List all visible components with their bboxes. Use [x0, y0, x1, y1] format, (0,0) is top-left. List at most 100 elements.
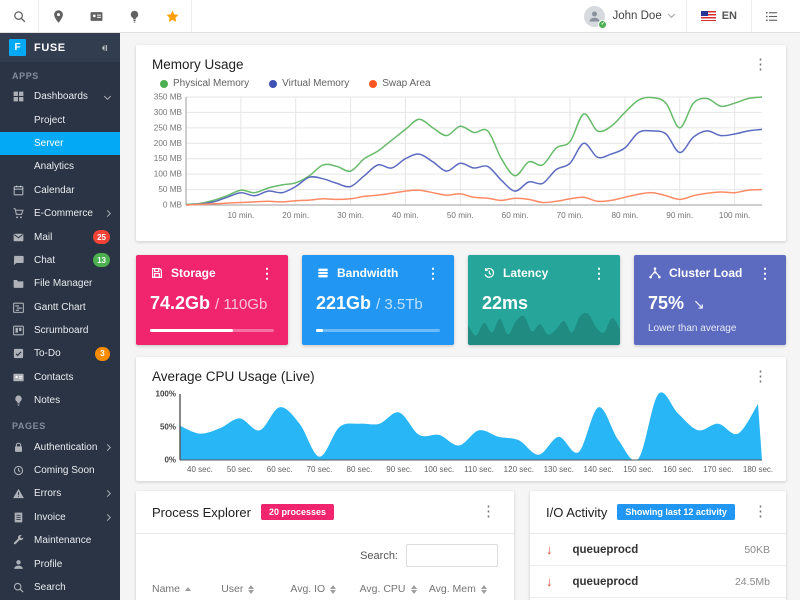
user-menu[interactable]: ✓ John Doe: [572, 0, 685, 32]
location-icon[interactable]: [39, 0, 77, 32]
legend-dot-icon: [369, 79, 378, 88]
more-menu-icon[interactable]: [479, 506, 498, 518]
sidebar-item-notes[interactable]: Notes: [0, 389, 120, 412]
sidebar-item-label: Authentication: [34, 441, 98, 453]
sidebar-item-e-commerce[interactable]: E-Commerce: [0, 202, 120, 225]
sidebar-item-label: Mail: [34, 231, 53, 243]
more-menu-icon[interactable]: [751, 371, 770, 383]
language-selector[interactable]: EN: [687, 0, 751, 32]
chevron-right-icon: [103, 490, 112, 498]
bulb-icon[interactable]: [115, 0, 153, 32]
sidebar-item-analytics[interactable]: Analytics: [0, 155, 120, 178]
contacts-icon[interactable]: [77, 0, 115, 32]
more-menu-icon[interactable]: [592, 268, 606, 279]
sidebar-item-chat[interactable]: Chat 13: [0, 249, 120, 272]
process-search-input[interactable]: [406, 544, 498, 567]
transfer-size: 50KB: [744, 543, 770, 556]
widget-value: 22ms: [482, 293, 529, 313]
sidebar-item-label: Errors: [34, 488, 62, 500]
svg-text:160 sec.: 160 sec.: [663, 465, 693, 474]
sidebar-item-invoice[interactable]: Invoice: [0, 506, 120, 529]
chevron-right-icon: [103, 210, 112, 218]
fuse-logo-text: FUSE: [34, 41, 66, 54]
widget-title: Cluster Load: [669, 266, 743, 280]
search-icon[interactable]: [0, 0, 38, 32]
process-search-row: Search:: [136, 534, 514, 571]
sidebar-item-calendar[interactable]: Calendar: [0, 179, 120, 202]
sidebar-item-scrumboard[interactable]: Scrumboard: [0, 319, 120, 342]
bandwidth-widget: Bandwidth 221Gb / 3.5Tb: [302, 255, 454, 345]
sidebar-item-label: Dashboards: [34, 91, 88, 103]
sidebar-item-label: Scrumboard: [34, 325, 89, 337]
sidebar-item-maintenance[interactable]: Maintenance: [0, 529, 120, 552]
column-header-avg-cpu[interactable]: Avg. CPU: [360, 583, 429, 595]
sidebar-item-label: Calendar: [34, 184, 75, 196]
sidebar-item-profile[interactable]: Profile: [0, 552, 120, 575]
chat-icon: [12, 254, 25, 267]
svg-text:120 sec.: 120 sec.: [504, 465, 534, 474]
sidebar-item-file-manager[interactable]: File Manager: [0, 272, 120, 295]
svg-text:50 min.: 50 min.: [447, 211, 474, 220]
sidebar-item-server[interactable]: Server: [0, 131, 120, 156]
chevron-down-icon: [103, 93, 112, 101]
sort-icon: [480, 584, 487, 594]
cpu-usage-header: Average CPU Usage (Live): [136, 357, 786, 386]
io-activity-badge: Showing last 12 activity: [617, 504, 735, 520]
disk-icon: [150, 266, 164, 280]
warning-icon: [12, 487, 25, 500]
sort-asc-icon: [185, 587, 192, 591]
column-header-avg-io[interactable]: Avg. IO: [290, 583, 359, 595]
legend-item: Swap Area: [369, 78, 431, 89]
sidebar-item-errors[interactable]: Errors: [0, 482, 120, 505]
widget-value: 74.2Gb / 110Gb: [150, 293, 268, 313]
sidebar-item-coming-soon[interactable]: Coming Soon: [0, 459, 120, 482]
more-menu-icon[interactable]: [751, 59, 770, 71]
column-header-user[interactable]: User: [221, 583, 290, 595]
more-menu-icon[interactable]: [758, 268, 772, 279]
memory-usage-chart: 0 MB 50 MB 100 MB 150 MB 200 MB 250 MB 300 MB 3…: [136, 89, 786, 223]
gantt-icon: [12, 301, 25, 314]
sidebar-section-pages: PAGES: [12, 421, 46, 432]
search-label: Search:: [360, 549, 398, 562]
process-table-header: Name User Avg. IO Avg. CPU Avg. Mem: [136, 571, 514, 600]
history-icon: [482, 266, 496, 280]
svg-text:40 sec.: 40 sec.: [187, 465, 213, 474]
sidebar-item-mail[interactable]: Mail 25: [0, 225, 120, 248]
star-icon[interactable]: [153, 0, 191, 32]
sidebar-item-search[interactable]: Search: [0, 576, 120, 599]
svg-text:60 min.: 60 min.: [502, 211, 529, 220]
quick-panel-icon[interactable]: [752, 0, 790, 32]
sidebar-item-project[interactable]: Project: [0, 108, 120, 131]
svg-text:70 sec.: 70 sec.: [307, 465, 333, 474]
column-header-name[interactable]: Name: [152, 583, 221, 595]
folder-icon: [12, 277, 25, 290]
svg-text:100%: 100%: [156, 390, 176, 399]
chevron-right-icon: [103, 443, 112, 451]
sidebar-item-dashboards[interactable]: Dashboards: [0, 85, 120, 108]
sidebar-item-authentication[interactable]: Authentication: [0, 435, 120, 458]
sidebar-item-label: Maintenance: [34, 535, 92, 547]
svg-text:300 MB: 300 MB: [154, 108, 183, 117]
process-name: queueprocd: [572, 575, 639, 588]
shortcut-buttons: [39, 0, 191, 32]
sidebar-fold-icon[interactable]: [99, 42, 111, 54]
io-activity-title: I/O Activity: [546, 504, 608, 520]
sidebar-item-gantt-chart[interactable]: Gantt Chart: [0, 296, 120, 319]
sidebar-item-contacts[interactable]: Contacts: [0, 366, 120, 389]
more-menu-icon[interactable]: [260, 268, 274, 279]
svg-text:50 sec.: 50 sec.: [227, 465, 253, 474]
sidebar-item-label: Invoice: [34, 511, 66, 523]
sidebar-item-label: Search: [34, 582, 66, 593]
more-menu-icon[interactable]: [426, 268, 440, 279]
sidebar-item-to-do[interactable]: To-Do 3: [0, 342, 120, 365]
svg-text:100 MB: 100 MB: [154, 170, 183, 179]
search-icon: [12, 581, 25, 594]
more-menu-icon[interactable]: [751, 506, 770, 518]
legend-item: Virtual Memory: [269, 78, 349, 89]
badge: 3: [95, 346, 110, 361]
column-header-avg-mem[interactable]: Avg. Mem: [429, 583, 498, 595]
chevron-down-icon: [667, 10, 675, 19]
wrench-icon: [12, 534, 25, 547]
download-arrow-icon: ↓: [546, 574, 553, 589]
